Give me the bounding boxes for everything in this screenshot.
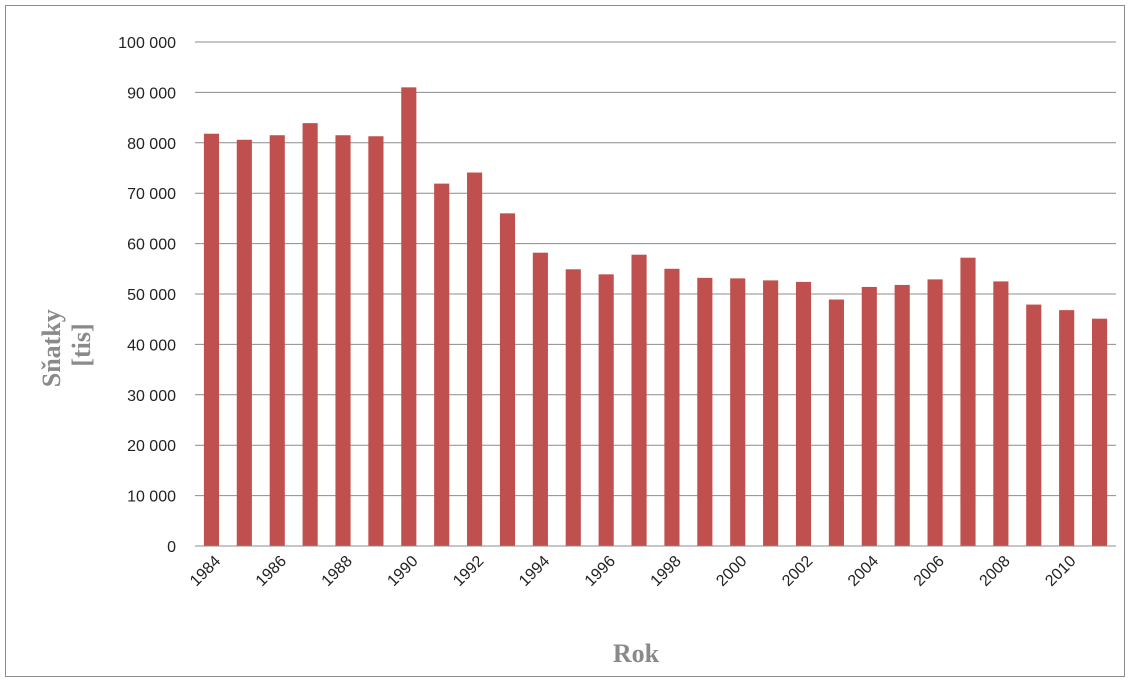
bar-2006 bbox=[927, 279, 943, 546]
y-axis-title: Sňatky [tis] bbox=[37, 303, 96, 388]
bar-1992 bbox=[467, 172, 483, 547]
bar-2000 bbox=[730, 278, 746, 546]
bar-2008 bbox=[993, 281, 1009, 546]
y-axis-tick-labels: 0 10 000 20 000 30 000 40 000 50 000 60 000 70 … bbox=[118, 35, 176, 556]
bar-2011 bbox=[1091, 318, 1108, 546]
y-tick-label: 70 000 bbox=[127, 186, 176, 203]
bar-2002 bbox=[795, 281, 812, 546]
y-tick-label: 40 000 bbox=[127, 337, 176, 354]
bar-1995 bbox=[565, 269, 581, 546]
x-tick-label: 1992 bbox=[450, 553, 487, 590]
x-tick-label: 1994 bbox=[516, 553, 553, 590]
bar-1984 bbox=[203, 133, 220, 547]
x-tick-label: 1990 bbox=[384, 553, 421, 590]
bar-1987 bbox=[302, 123, 318, 546]
bar-2005 bbox=[894, 284, 910, 546]
x-axis-tick-labels: 1984 1986 1988 1990 1992 1994 1996 1998 2000 2002… bbox=[187, 553, 1079, 590]
bar-1997 bbox=[631, 254, 647, 546]
y-tick-label: 50 000 bbox=[127, 287, 176, 304]
bar-1991 bbox=[434, 183, 450, 546]
bar-1993 bbox=[499, 213, 516, 547]
y-tick-label: 20 000 bbox=[127, 438, 176, 455]
bar-2007 bbox=[960, 257, 976, 546]
x-tick-label: 2006 bbox=[911, 553, 948, 590]
y-tick-label: 30 000 bbox=[127, 388, 176, 405]
x-tick-label: 1984 bbox=[187, 553, 224, 590]
x-tick-label: 2010 bbox=[1042, 553, 1079, 590]
x-axis-title: Rok bbox=[613, 639, 660, 668]
y-tick-label: 90 000 bbox=[127, 85, 176, 102]
y-tick-label: 60 000 bbox=[127, 237, 176, 254]
bar-1990 bbox=[401, 87, 417, 547]
x-tick-label: 2000 bbox=[713, 553, 750, 590]
x-tick-label: 1986 bbox=[253, 553, 290, 590]
y-tick-label: 80 000 bbox=[127, 136, 176, 153]
bar-1994 bbox=[532, 252, 548, 547]
bars bbox=[203, 87, 1108, 547]
bar-1989 bbox=[368, 136, 384, 546]
bar-1986 bbox=[269, 135, 285, 547]
bar-2001 bbox=[763, 280, 779, 546]
x-tick-label: 2004 bbox=[845, 553, 882, 590]
x-tick-label: 1996 bbox=[582, 553, 619, 590]
bar-2004 bbox=[861, 286, 877, 546]
bar-1996 bbox=[598, 274, 614, 546]
y-axis-title-line-2: [tis] bbox=[67, 323, 96, 366]
bar-2010 bbox=[1059, 310, 1075, 546]
y-tick-label: 10 000 bbox=[127, 489, 176, 506]
x-tick-label: 2002 bbox=[779, 553, 816, 590]
x-tick-label: 2008 bbox=[977, 553, 1014, 590]
x-tick-label: 1988 bbox=[319, 553, 356, 590]
bar-1985 bbox=[236, 139, 252, 546]
y-axis-title-line-1: Sňatky bbox=[37, 309, 66, 387]
bar-1998 bbox=[664, 268, 680, 546]
x-tick-label: 1998 bbox=[648, 553, 685, 590]
y-tick-label: 0 bbox=[167, 539, 176, 556]
bar-1988 bbox=[335, 135, 351, 547]
bar-2009 bbox=[1026, 304, 1042, 546]
bar-2003 bbox=[828, 299, 844, 546]
gridlines bbox=[195, 41, 1116, 497]
bar-1999 bbox=[697, 277, 713, 546]
y-tick-label: 100 000 bbox=[118, 35, 176, 52]
